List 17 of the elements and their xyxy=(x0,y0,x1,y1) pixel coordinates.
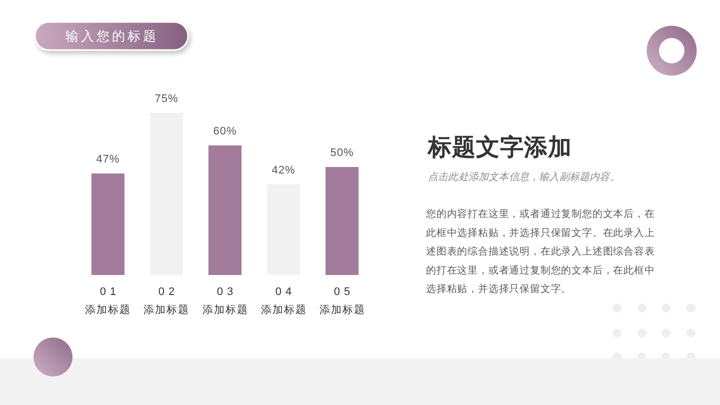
chart-title: 输入您的标题 xyxy=(66,28,158,44)
data-label: 47% xyxy=(96,153,120,166)
x-tick-label: 05 添加标题 xyxy=(319,286,366,316)
text: 标题文字添加 xyxy=(427,133,572,160)
bar xyxy=(326,167,359,275)
data-label: 50% xyxy=(330,147,354,159)
bar xyxy=(208,145,242,275)
text: 点击此处添加文本信息，输入副标题内容。 xyxy=(428,171,620,183)
x-tick-label: 03 添加标题 xyxy=(202,286,248,316)
x-tick-label: 02 添加标题 xyxy=(144,286,190,316)
data-label: 75% xyxy=(154,93,178,105)
x-tick-label: 04 添加标题 xyxy=(260,286,307,316)
data-label: 42% xyxy=(272,164,296,176)
x-tick-label: 01 添加标题 xyxy=(85,286,132,316)
text: 您的内容打在这里，或者通过复制您的文本后，在此框中选择粘贴，并选择只保留文字。在此录入上述图表的综合描述说明，在此录入上述图综合容表的打在这里，或者通过复制您的文本后，在此框中选择粘贴，并选择只保留文字。 xyxy=(425,208,655,296)
data-label: 60% xyxy=(213,125,237,138)
bar xyxy=(91,173,124,275)
